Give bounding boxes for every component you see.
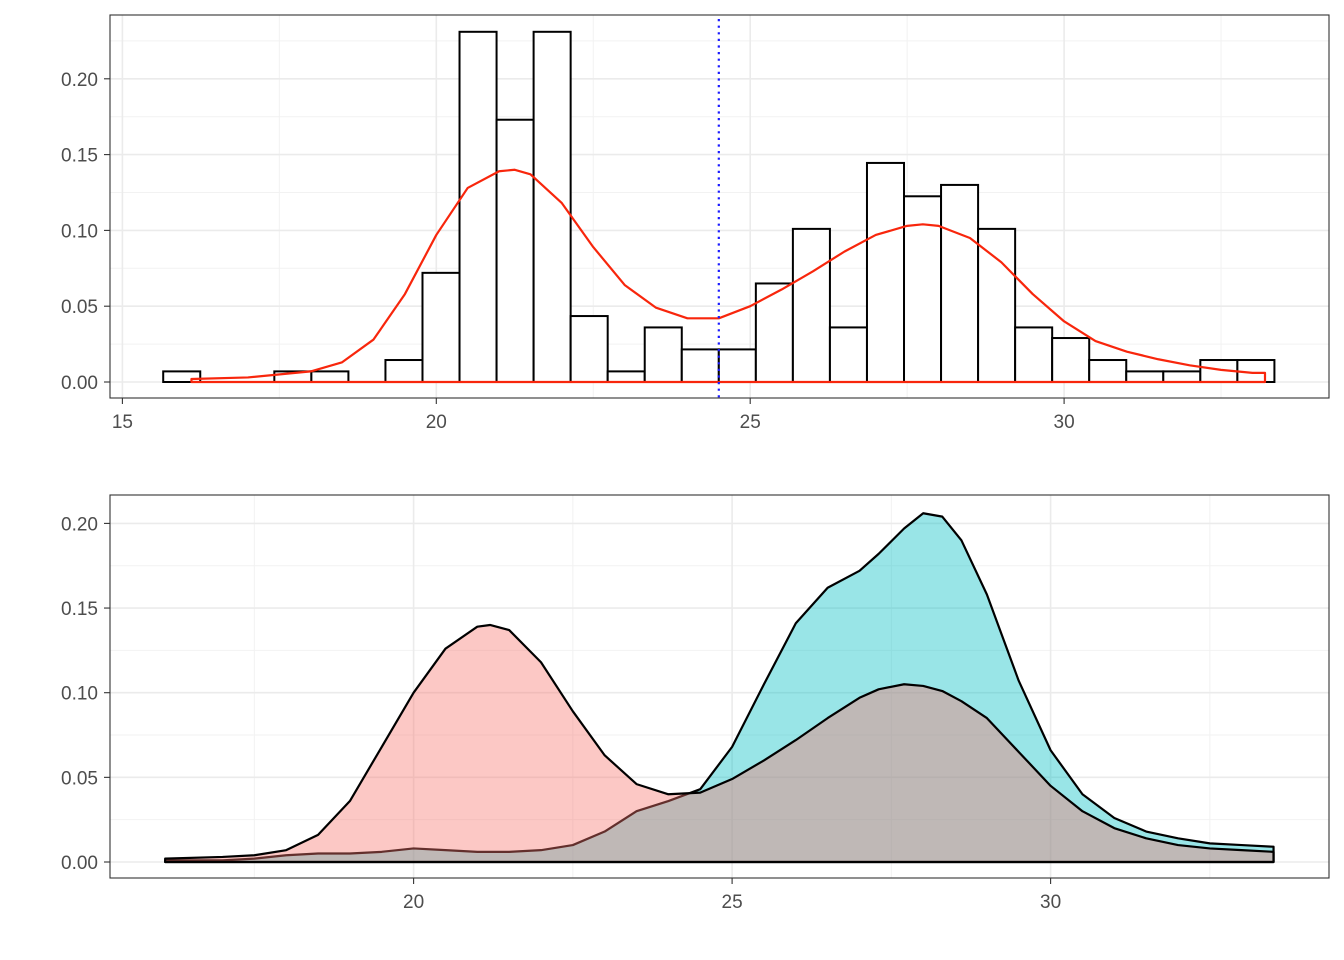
histogram-bar: [680, 348, 720, 384]
histogram-bar: [940, 183, 980, 383]
histogram-bar: [310, 370, 350, 384]
top-x-tick-label: 25: [740, 412, 761, 433]
bottom-x-axis: 20 25 30: [403, 878, 1061, 913]
bottom-x-tick-label: 25: [722, 892, 743, 913]
histogram-bar: [865, 161, 906, 383]
histogram-bar: [791, 227, 831, 383]
top-x-axis: 15 20 25 30: [112, 398, 1075, 433]
histogram-bar: [643, 326, 683, 384]
top-y-tick-label: 0.00: [61, 373, 98, 394]
bottom-y-tick-label: 0.20: [61, 514, 98, 535]
histogram-bar: [754, 282, 794, 383]
top-y-tick-label: 0.20: [61, 70, 98, 91]
bottom-y-tick-label: 0.10: [61, 684, 98, 705]
histogram-bar: [1051, 337, 1091, 384]
density-area: [164, 512, 1275, 864]
histogram-bar: [384, 359, 424, 384]
top-x-tick-label: 20: [426, 412, 447, 433]
top-panel-border: [109, 14, 1330, 399]
bottom-x-tick-label: 30: [1040, 892, 1061, 913]
density-curve-layer: [190, 168, 1267, 384]
bottom-x-tick-label: 20: [403, 892, 424, 913]
bottom-panel-border: [109, 494, 1330, 879]
histogram-bar: [458, 30, 498, 384]
bottom-y-tick-label: 0.00: [61, 853, 98, 874]
histogram-bar: [828, 326, 868, 384]
histogram-bar: [903, 195, 943, 383]
bottom-plot-background: [110, 495, 1329, 878]
histogram-bar: [421, 271, 461, 383]
bottom-y-tick-label: 0.05: [61, 768, 98, 789]
histogram-bar: [1014, 326, 1054, 384]
bottom-y-axis: 0.00 0.05 0.10 0.15 0.20: [61, 514, 110, 874]
histogram-bar: [977, 227, 1017, 383]
top-y-tick-label: 0.05: [61, 297, 98, 318]
histogram-bar: [495, 118, 535, 384]
histogram-bar: [717, 348, 757, 384]
top-y-tick-label: 0.15: [61, 146, 98, 167]
bottom-axes: 20 25 30 0.00 0.05 0.10 0.15 0.20: [61, 514, 1061, 913]
histogram-bar: [606, 370, 646, 384]
density-panel: 20 25 30 0.00 0.05 0.10 0.15 0.20: [61, 494, 1330, 913]
top-x-tick-label: 15: [112, 412, 133, 433]
density-area: [164, 623, 1275, 864]
top-x-tick-label: 30: [1054, 412, 1075, 433]
histogram-panel: 15 20 25 30 0.00 0.05 0.10 0.15 0.20: [61, 14, 1330, 433]
histogram-bar: [569, 315, 609, 383]
density-areas: [164, 512, 1275, 864]
density-curve: [190, 168, 1267, 384]
bottom-y-tick-label: 0.15: [61, 599, 98, 620]
top-y-tick-label: 0.10: [61, 221, 98, 242]
top-axes: 15 20 25 30 0.00 0.05 0.10 0.15 0.20: [61, 70, 1075, 433]
top-y-axis: 0.00 0.05 0.10 0.15 0.20: [61, 70, 110, 394]
histogram-bar: [162, 370, 202, 384]
histogram-bar: [1088, 359, 1128, 384]
histogram-bars: [162, 30, 1276, 384]
histogram-bar: [1125, 370, 1165, 384]
histogram-bar: [1162, 370, 1202, 384]
